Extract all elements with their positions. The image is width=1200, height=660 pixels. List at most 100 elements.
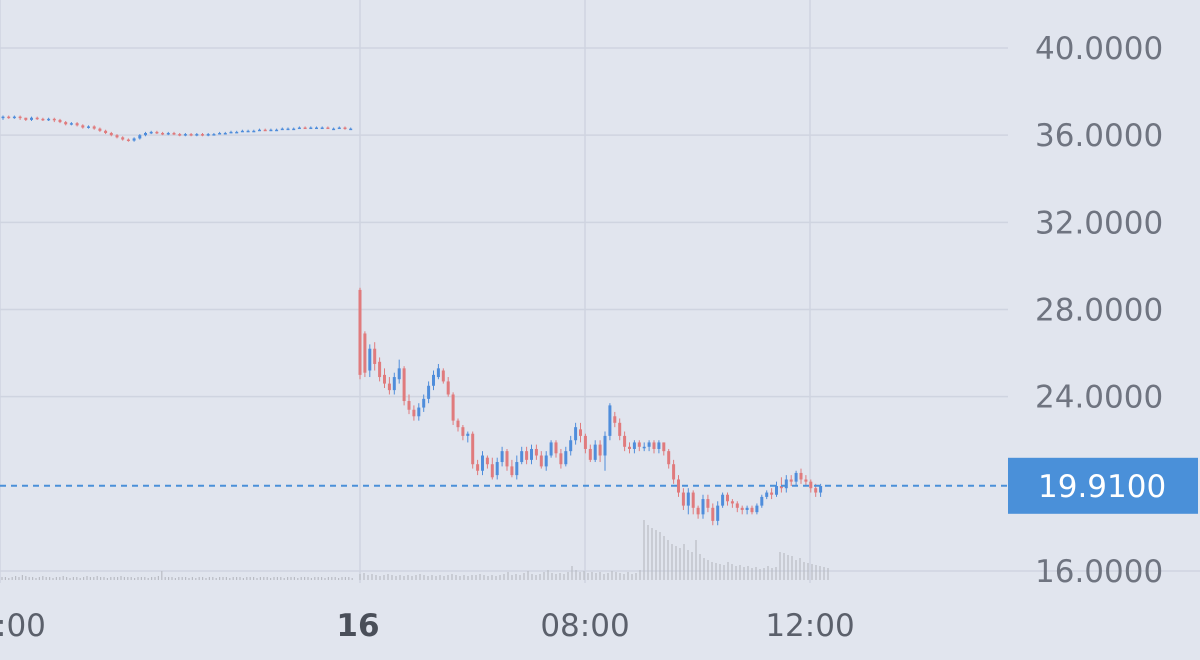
candle (126, 139, 130, 142)
candle (770, 492, 774, 495)
candle (368, 348, 372, 371)
candle (740, 507, 744, 510)
candle (161, 132, 165, 135)
candle (149, 131, 153, 134)
candle (292, 128, 296, 131)
candle (564, 451, 568, 465)
candle (275, 129, 279, 132)
candle (819, 486, 823, 493)
candle (64, 122, 68, 125)
candle (804, 479, 808, 482)
candle (178, 134, 182, 136)
candle (510, 466, 514, 476)
candle (779, 486, 783, 489)
candle (223, 132, 227, 135)
candle (1, 116, 5, 119)
candle (789, 479, 793, 482)
y-tick-label: 40.0000 (1035, 31, 1163, 67)
x-tick-label: 16 (336, 608, 379, 644)
candle (574, 427, 578, 441)
candle (315, 127, 318, 130)
candle (760, 496, 764, 506)
candle (326, 127, 330, 130)
candle (387, 383, 391, 391)
candle (104, 130, 108, 133)
candle (628, 446, 631, 449)
candle (799, 472, 803, 480)
candle (18, 116, 22, 119)
candle (534, 448, 538, 456)
candle (481, 455, 484, 471)
candle (559, 453, 563, 465)
candle (681, 492, 685, 506)
y-tick-label: 32.0000 (1035, 205, 1163, 241)
candle (47, 118, 51, 121)
x-axis: :00 16 08:00 12:00 (0, 608, 855, 644)
candle (672, 464, 676, 480)
candle (730, 501, 734, 504)
candle (52, 118, 56, 121)
x-tick-label: :00 (0, 608, 46, 644)
candle (500, 451, 504, 463)
candle (735, 503, 739, 508)
candle (657, 442, 661, 449)
candle (252, 130, 256, 133)
candle (383, 374, 386, 384)
candle (451, 394, 455, 421)
candle (24, 117, 28, 120)
candle (303, 127, 307, 130)
candle (716, 505, 720, 521)
candle (603, 435, 607, 456)
candle (794, 472, 798, 482)
y-tick-label: 28.0000 (1035, 293, 1163, 329)
candle (332, 128, 336, 131)
candle (246, 130, 250, 133)
candle (579, 429, 582, 436)
candle (286, 128, 290, 131)
x-tick-label: 08:00 (540, 608, 629, 644)
candle (436, 368, 440, 378)
candle (544, 455, 548, 467)
volume-bars (1, 520, 829, 580)
candle (337, 127, 341, 130)
candle (229, 131, 233, 134)
candle (12, 116, 16, 119)
candle (427, 385, 431, 399)
candle (30, 117, 33, 120)
candle (138, 135, 142, 139)
candle (69, 123, 73, 125)
candle (618, 422, 622, 436)
candle (515, 462, 519, 476)
candle (539, 455, 543, 467)
candle (349, 128, 353, 131)
candle (417, 407, 421, 417)
candle (81, 125, 85, 128)
y-tick-label: 36.0000 (1035, 118, 1163, 154)
candle (750, 507, 754, 513)
candle (809, 481, 813, 489)
candle (583, 435, 587, 449)
candle (814, 488, 818, 493)
candle (696, 507, 700, 515)
candle (775, 486, 778, 495)
candle (41, 118, 45, 121)
candle (623, 435, 627, 447)
candle (132, 138, 136, 141)
candle (297, 127, 301, 130)
candle (183, 134, 187, 136)
candle (240, 130, 244, 133)
candle (218, 132, 222, 135)
candle (784, 479, 788, 489)
candle (172, 132, 176, 135)
candle (686, 492, 690, 506)
candle (155, 131, 159, 134)
candle (392, 377, 396, 391)
candle (206, 134, 210, 136)
candle (446, 381, 450, 395)
candle (701, 499, 705, 515)
candle (745, 507, 749, 510)
candle (461, 427, 465, 436)
current-price-tag: 19.9100 (1008, 457, 1198, 514)
